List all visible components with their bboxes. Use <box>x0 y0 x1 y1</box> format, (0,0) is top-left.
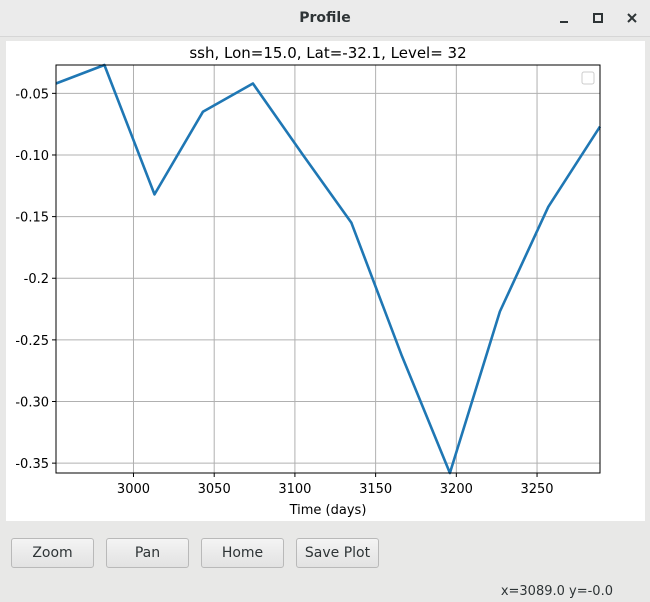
cursor-coordinates: x=3089.0 y=-0.0 <box>500 584 613 599</box>
window-titlebar: Profile <box>0 0 650 37</box>
series-line <box>55 63 602 475</box>
y-tick-label: -0.15 <box>15 211 49 226</box>
x-axis-label: Time (days) <box>289 503 367 518</box>
plot-canvas[interactable]: 3000 3050 3100 3150 3200 3250 -0.05 -0.10 -0.15 -… <box>6 41 645 521</box>
x-tick-label: 3150 <box>359 482 392 497</box>
chart-title: ssh, Lon=15.0, Lat=-32.1, Level= 32 <box>189 44 466 62</box>
minimize-button[interactable] <box>554 8 574 28</box>
y-tick-label: -0.30 <box>15 396 49 411</box>
x-tick-label: 3000 <box>117 482 150 497</box>
y-tick-label: -0.05 <box>15 87 49 102</box>
y-tick-label: -0.10 <box>15 149 49 164</box>
window-title: Profile <box>299 10 351 26</box>
y-tick-label: -0.25 <box>15 334 49 349</box>
maximize-icon <box>593 13 603 23</box>
legend-box <box>581 71 595 85</box>
home-button[interactable]: Home <box>201 538 284 568</box>
zoom-button[interactable]: Zoom <box>11 538 94 568</box>
save-plot-button[interactable]: Save Plot <box>296 538 379 568</box>
y-tick-label: -0.35 <box>15 457 49 472</box>
pan-button[interactable]: Pan <box>106 538 189 568</box>
x-tick-label: 3250 <box>520 482 553 497</box>
x-tick-label: 3100 <box>278 482 311 497</box>
x-tick-label: 3200 <box>440 482 473 497</box>
minimize-icon <box>560 21 568 23</box>
line-chart: 3000 3050 3100 3150 3200 3250 -0.05 -0.10 -0.15 -… <box>15 44 602 518</box>
axes-frame <box>55 64 601 474</box>
y-tick-label: -0.2 <box>24 272 49 287</box>
close-button[interactable] <box>622 8 642 28</box>
maximize-button[interactable] <box>588 8 608 28</box>
x-tick-label: 3050 <box>198 482 231 497</box>
close-icon <box>627 13 637 23</box>
